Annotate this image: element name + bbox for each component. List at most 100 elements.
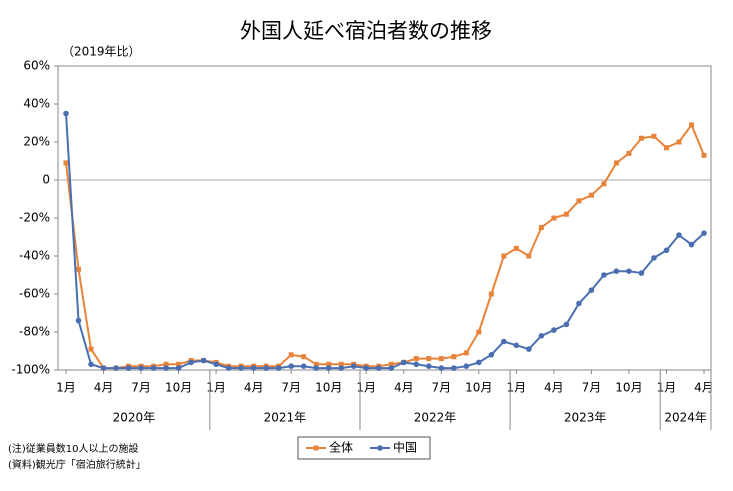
marker [288,352,294,358]
marker [301,354,307,360]
marker [601,272,607,278]
chart-title: 外国人延べ宿泊者数の推移 [240,19,492,43]
x-tick-label: 7月 [431,381,451,395]
marker [613,160,619,166]
marker [701,230,707,236]
marker [188,359,194,366]
marker [75,317,82,324]
x-tick-label: 10月 [465,381,492,395]
marker [676,232,682,238]
marker [275,365,282,371]
x-tick-label: 1月 [356,381,376,395]
year-label: 2024年 [664,411,707,425]
marker [651,255,657,261]
marker [238,365,244,371]
marker [526,346,532,352]
year-label: 2021年 [264,411,307,425]
marker [476,359,482,366]
marker [538,333,545,339]
marker [463,350,469,356]
legend-marker [313,445,319,451]
note: (資料)観光庁「宿泊旅行統計」 [8,458,146,471]
y-axis-label: （2019年比） [62,45,141,59]
y-tick-label: 0 [42,173,50,187]
series-line [65,113,705,370]
marker [451,354,457,360]
x-tick-label: 1月 [56,381,76,395]
marker [576,198,582,204]
y-tick-label: 60% [23,59,50,73]
marker [676,139,682,145]
marker [438,365,445,371]
marker [163,365,169,371]
marker [638,135,644,141]
marker [426,356,432,362]
marker [451,365,457,371]
y-tick-label: -20% [19,211,50,225]
x-tick-label: 7月 [582,381,602,395]
x-tick-label: 4月 [694,381,714,395]
legend-label: 全体 [329,440,353,455]
marker [438,356,444,362]
marker [200,357,207,364]
marker [601,181,607,187]
year-label: 2022年 [414,411,457,425]
marker [388,365,395,371]
marker [501,253,507,259]
marker [563,321,570,328]
y-tick-label: -100% [11,363,50,377]
marker [63,110,69,117]
marker [413,361,420,368]
marker [701,152,707,158]
marker [488,352,495,358]
marker [400,359,407,366]
marker [413,356,419,362]
marker [88,346,94,352]
x-tick-label: 7月 [281,381,301,395]
marker [663,145,669,151]
y-tick-label: 20% [23,135,50,149]
marker [388,361,394,367]
marker [501,338,507,345]
x-tick-label: 4月 [94,381,114,395]
marker [513,245,519,251]
marker [150,365,157,371]
x-tick-label: 7月 [131,381,151,395]
marker [176,361,182,367]
marker [651,133,657,139]
marker [563,211,569,217]
marker [163,361,169,367]
marker [76,266,82,272]
marker [88,361,94,368]
x-tick-label: 4月 [244,381,264,395]
marker [250,365,257,371]
marker [338,361,344,367]
marker [626,268,632,275]
y-tick-label: 40% [23,97,50,111]
legend-box [297,436,431,460]
marker [613,268,620,275]
marker [338,365,345,371]
marker [626,150,632,156]
marker [113,365,119,371]
marker [175,365,182,371]
marker [100,365,107,371]
marker [263,365,269,371]
marker [313,365,319,371]
x-tick-label: 1月 [507,381,527,395]
x-tick-label: 4月 [394,381,414,395]
marker [538,225,544,230]
marker [663,247,670,254]
marker [688,122,694,128]
marker [463,363,470,370]
marker [363,365,370,371]
marker [350,363,357,370]
x-tick-label: 1月 [206,381,226,395]
marker [63,160,69,166]
marker [638,270,645,276]
marker [526,253,532,259]
x-tick-label: 1月 [657,381,677,395]
marker [300,363,307,370]
